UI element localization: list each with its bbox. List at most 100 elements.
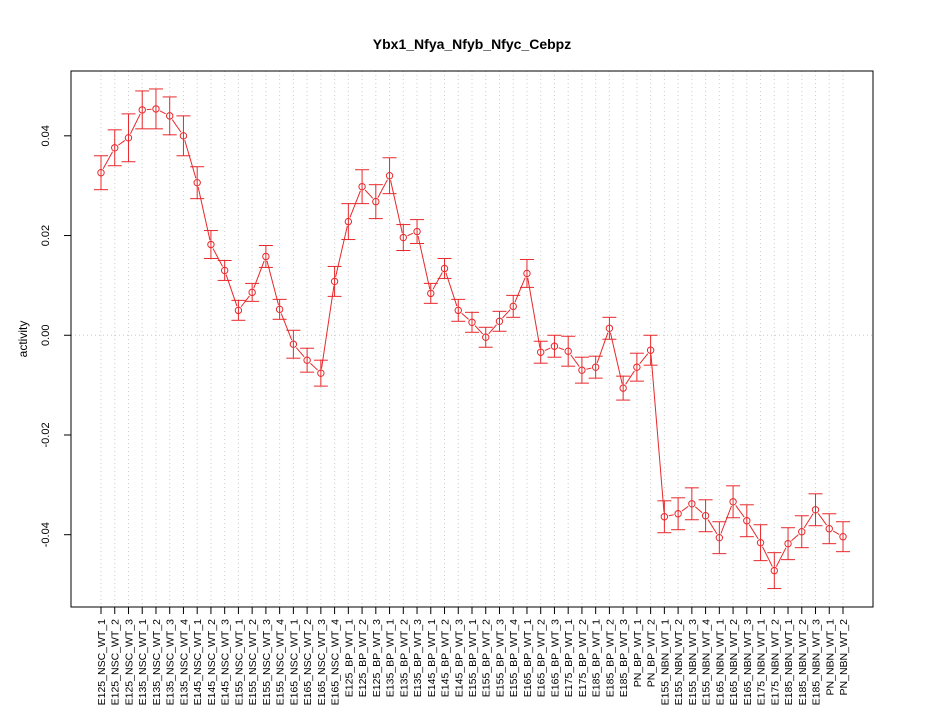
x-tick-label: E155_NBN_WT_1 (659, 619, 671, 706)
data-point (798, 528, 806, 536)
series-line-segment (681, 506, 689, 512)
data-point (537, 348, 545, 356)
x-tick-label: E145_NSC_WT_3 (220, 619, 232, 706)
x-tick-label: E135_BP_WT_1 (385, 619, 397, 697)
data-point (605, 324, 614, 332)
x-tick-label: E135_NSC_WT_1 (137, 619, 149, 706)
data-point (674, 510, 682, 518)
series-line-segment (184, 139, 197, 179)
x-tick-label: E125_NSC_WT_3 (123, 619, 135, 706)
series-line-segment (502, 309, 511, 319)
data-point (427, 289, 435, 298)
x-tick-label: E155_NBN_WT_4 (701, 619, 713, 706)
data-point (385, 172, 394, 180)
data-point (193, 178, 201, 187)
series-line-segment (544, 347, 551, 351)
data-point (743, 517, 751, 525)
y-axis: -0.04 -0.02 0.00 0.02 0.04 (40, 125, 72, 547)
x-tick-label: E155_NSC_WT_1 (233, 619, 245, 706)
series-line-segment (748, 524, 759, 540)
data-point (220, 266, 229, 275)
x-tick-label: E155_NSC_WT_3 (261, 619, 273, 706)
data-point (344, 217, 353, 226)
x-tick-label: PN_BP_WT_2 (646, 619, 658, 687)
x-tick-label: E135_BP_WT_3 (412, 619, 424, 697)
series-line-segment (118, 140, 126, 146)
data-point (152, 105, 160, 113)
x-tick-label: E135_NSC_WT_2 (151, 619, 163, 706)
x-tick-label: E125_BP_WT_2 (357, 619, 369, 697)
series-line-segment (445, 272, 458, 307)
series-line-segment (650, 354, 665, 513)
x-tick-label: E185_BP_WT_2 (604, 619, 616, 697)
data-point (413, 227, 421, 236)
series-line-segment (488, 324, 497, 335)
data-point (372, 197, 380, 206)
data-point (330, 277, 339, 286)
data-point (166, 112, 174, 120)
series-line-segment (775, 547, 787, 567)
series-line-segment (609, 332, 623, 384)
data-point (729, 498, 737, 506)
data-point (358, 182, 366, 191)
data-point (715, 533, 724, 542)
series-line-segment (225, 274, 238, 307)
x-tick-label: PN_BP_WT_1 (632, 619, 644, 687)
x-tick-label: E145_BP_WT_3 (453, 619, 465, 697)
y-tick-label: 0.02 (40, 225, 52, 246)
x-tick-label: E165_NSC_WT_1 (288, 619, 300, 706)
data-point (578, 366, 586, 374)
data-point (688, 500, 696, 508)
x-tick-label: E145_NSC_WT_1 (192, 619, 204, 706)
x-tick-label: E125_NSC_WT_1 (96, 619, 108, 706)
data-point (633, 363, 641, 371)
series-line-segment (102, 151, 114, 170)
x-axis: E125_NSC_WT_1 E125_NSC_WT_2 E125_NSC_WT_3 E… (96, 606, 850, 706)
data-point (289, 340, 298, 348)
data-point (179, 132, 188, 140)
series-line-segment (474, 325, 484, 335)
series-line-segment (791, 534, 799, 542)
series-line-segment (586, 367, 592, 370)
x-tick-label: E175_BP_WT_2 (577, 619, 589, 697)
y-tick-label: -0.04 (40, 522, 52, 547)
data-point (660, 513, 669, 521)
series-line-segment (417, 235, 431, 290)
data-point (509, 302, 517, 311)
series-line-segment (527, 277, 541, 348)
data-point (550, 342, 559, 350)
x-tick-label: E135_NSC_WT_3 (165, 619, 177, 706)
x-tick-label: PN_NBN_WT_2 (838, 619, 850, 696)
data-point (482, 333, 490, 341)
x-tick-label: E185_BP_WT_3 (618, 619, 630, 697)
data-point (784, 539, 792, 548)
x-tick-label: E155_BP_WT_3 (494, 619, 506, 697)
data-point (124, 134, 133, 142)
y-axis-label: activity (16, 321, 30, 358)
series-line-segment (295, 347, 305, 358)
x-tick-label: E165_BP_WT_3 (549, 619, 561, 697)
x-tick-label: E165_NSC_WT_3 (316, 619, 328, 706)
grid-layer (71, 71, 873, 607)
y-tick-label: -0.02 (40, 422, 52, 447)
series-line-segment (266, 260, 279, 306)
x-tick-label: E145_NSC_WT_2 (206, 619, 218, 706)
x-tick-label: E155_NBN_WT_3 (687, 619, 699, 706)
series-line-segment (625, 370, 635, 385)
data-point (701, 512, 710, 520)
y-tick-label: 0.00 (40, 325, 52, 346)
x-tick-label: E145_BP_WT_1 (426, 619, 438, 697)
x-tick-label: E185_BP_WT_1 (591, 619, 603, 697)
data-point (756, 538, 765, 547)
x-tick-label: E165_NBN_WT_2 (728, 619, 740, 706)
data-point (207, 240, 215, 249)
data-point (454, 306, 462, 315)
x-tick-label: E185_NBN_WT_1 (783, 619, 795, 706)
series-line-segment (817, 513, 828, 526)
data-point (770, 566, 778, 575)
y-tick-label: 0.04 (40, 125, 52, 146)
x-tick-label: E125_NSC_WT_2 (110, 619, 122, 706)
series-line-segment (197, 186, 211, 241)
series-line-segment (310, 362, 318, 371)
